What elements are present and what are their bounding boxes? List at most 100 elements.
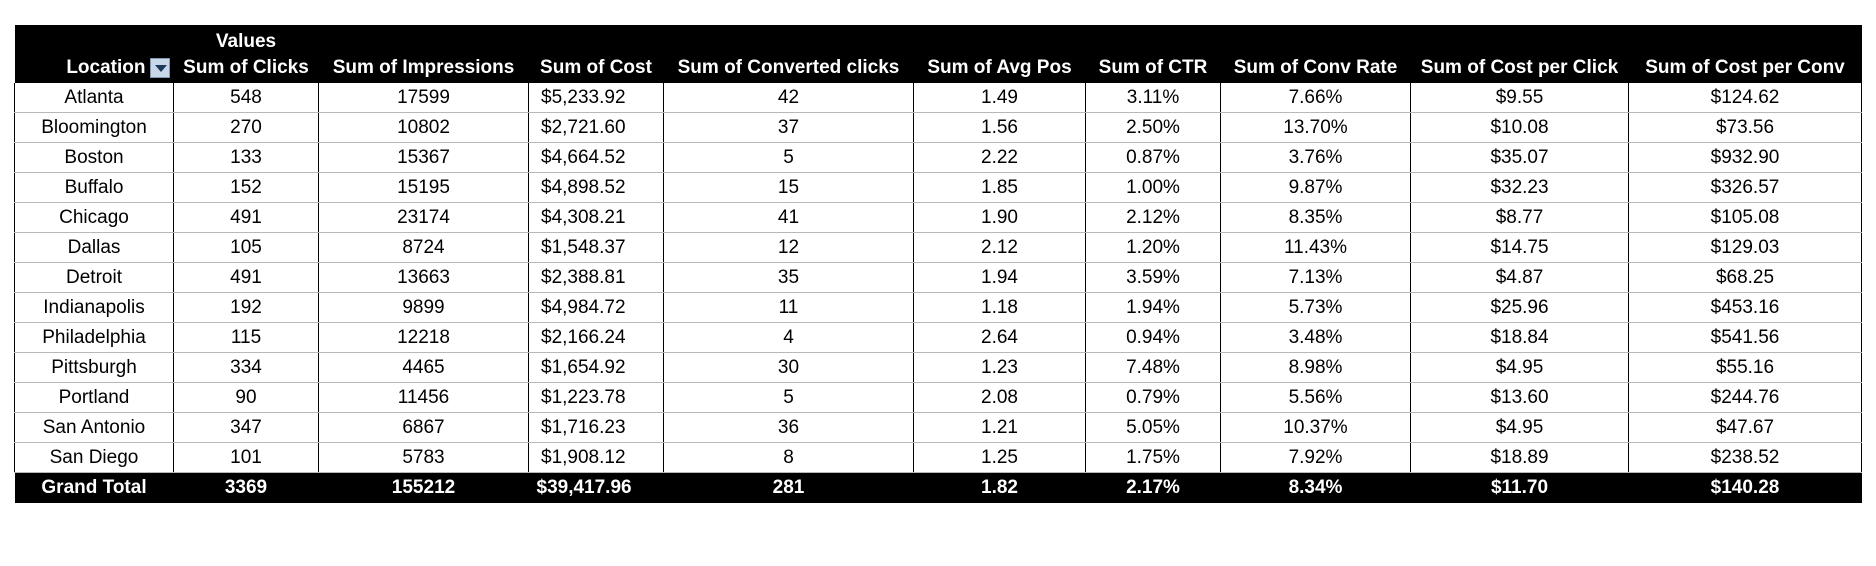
table-cell[interactable]: 9.87% <box>1220 172 1411 203</box>
column-header[interactable]: Sum of Cost <box>528 53 664 83</box>
location-cell[interactable]: Indianapolis <box>14 292 174 323</box>
column-header[interactable]: Sum of Conv Rate <box>1220 53 1411 83</box>
location-cell[interactable]: Detroit <box>14 262 174 293</box>
table-cell[interactable]: 42 <box>663 83 914 113</box>
table-cell[interactable]: 8 <box>663 442 914 473</box>
table-cell[interactable]: 4465 <box>318 352 529 383</box>
table-cell[interactable]: $2,388.81 <box>528 262 664 293</box>
table-cell[interactable]: $541.56 <box>1628 322 1862 353</box>
table-cell[interactable]: $4,308.21 <box>528 202 664 233</box>
column-header[interactable]: Sum of Converted clicks <box>663 53 914 83</box>
table-cell[interactable]: 1.75% <box>1085 442 1221 473</box>
table-cell[interactable]: 13.70% <box>1220 112 1411 143</box>
table-cell[interactable]: 7.66% <box>1220 83 1411 113</box>
table-cell[interactable]: 5.56% <box>1220 382 1411 413</box>
table-cell[interactable]: $1,716.23 <box>528 412 664 443</box>
table-cell[interactable]: 101 <box>173 442 319 473</box>
table-cell[interactable]: 7.92% <box>1220 442 1411 473</box>
table-cell[interactable]: $4,984.72 <box>528 292 664 323</box>
dropdown-arrow-icon[interactable] <box>149 57 170 78</box>
table-cell[interactable]: $244.76 <box>1628 382 1862 413</box>
table-cell[interactable]: $124.62 <box>1628 83 1862 113</box>
table-cell[interactable]: 334 <box>173 352 319 383</box>
table-cell[interactable]: $18.84 <box>1410 322 1629 353</box>
table-cell[interactable]: 11456 <box>318 382 529 413</box>
column-header[interactable]: Sum of Cost per Conv <box>1628 53 1862 83</box>
table-cell[interactable]: $35.07 <box>1410 142 1629 173</box>
table-cell[interactable]: 15367 <box>318 142 529 173</box>
table-cell[interactable]: 133 <box>173 142 319 173</box>
location-cell[interactable]: Bloomington <box>14 112 174 143</box>
table-cell[interactable]: 13663 <box>318 262 529 293</box>
table-cell[interactable]: 3.48% <box>1220 322 1411 353</box>
table-cell[interactable]: 1.20% <box>1085 232 1221 263</box>
table-cell[interactable]: 5783 <box>318 442 529 473</box>
table-cell[interactable]: 10802 <box>318 112 529 143</box>
table-cell[interactable]: 15 <box>663 172 914 203</box>
table-cell[interactable]: $105.08 <box>1628 202 1862 233</box>
table-cell[interactable]: 6867 <box>318 412 529 443</box>
table-cell[interactable]: 4 <box>663 322 914 353</box>
table-cell[interactable]: 7.48% <box>1085 352 1221 383</box>
location-cell[interactable]: Pittsburgh <box>14 352 174 383</box>
table-cell[interactable]: $25.96 <box>1410 292 1629 323</box>
table-cell[interactable]: 11 <box>663 292 914 323</box>
table-cell[interactable]: 115 <box>173 322 319 353</box>
table-cell[interactable]: $2,166.24 <box>528 322 664 353</box>
table-cell[interactable]: 105 <box>173 232 319 263</box>
table-cell[interactable]: 2.12% <box>1085 202 1221 233</box>
table-cell[interactable]: 8.98% <box>1220 352 1411 383</box>
table-cell[interactable]: 1.18 <box>913 292 1086 323</box>
table-cell[interactable]: 2.22 <box>913 142 1086 173</box>
grand-total-label[interactable]: Grand Total <box>14 472 174 503</box>
table-cell[interactable]: $453.16 <box>1628 292 1862 323</box>
table-cell[interactable]: $8.77 <box>1410 202 1629 233</box>
table-cell[interactable]: 10.37% <box>1220 412 1411 443</box>
table-cell[interactable]: $32.23 <box>1410 172 1629 203</box>
table-cell[interactable]: $1,548.37 <box>528 232 664 263</box>
table-cell[interactable]: 90 <box>173 382 319 413</box>
table-cell[interactable]: 1.21 <box>913 412 1086 443</box>
column-header[interactable]: Sum of Impressions <box>318 53 529 83</box>
table-cell[interactable]: 1.90 <box>913 202 1086 233</box>
table-cell[interactable]: 0.94% <box>1085 322 1221 353</box>
table-cell[interactable]: $73.56 <box>1628 112 1862 143</box>
table-cell[interactable]: $2,721.60 <box>528 112 664 143</box>
column-header[interactable]: Sum of Avg Pos <box>913 53 1086 83</box>
table-cell[interactable]: 281 <box>663 472 914 503</box>
table-cell[interactable]: $4,898.52 <box>528 172 664 203</box>
table-cell[interactable]: 347 <box>173 412 319 443</box>
table-cell[interactable]: 3.11% <box>1085 83 1221 113</box>
table-cell[interactable]: 11.43% <box>1220 232 1411 263</box>
table-cell[interactable]: $140.28 <box>1628 472 1862 503</box>
table-cell[interactable]: 17599 <box>318 83 529 113</box>
table-cell[interactable]: 5 <box>663 142 914 173</box>
table-cell[interactable]: $238.52 <box>1628 442 1862 473</box>
table-cell[interactable]: 1.94 <box>913 262 1086 293</box>
table-cell[interactable]: 15195 <box>318 172 529 203</box>
table-cell[interactable]: $1,654.92 <box>528 352 664 383</box>
table-cell[interactable]: $326.57 <box>1628 172 1862 203</box>
table-cell[interactable]: $9.55 <box>1410 83 1629 113</box>
table-cell[interactable]: 23174 <box>318 202 529 233</box>
table-cell[interactable]: 1.00% <box>1085 172 1221 203</box>
table-cell[interactable]: 1.56 <box>913 112 1086 143</box>
table-cell[interactable]: 12 <box>663 232 914 263</box>
table-cell[interactable]: $4.95 <box>1410 412 1629 443</box>
column-header[interactable]: Sum of Clicks <box>173 53 319 83</box>
table-cell[interactable]: 2.50% <box>1085 112 1221 143</box>
table-cell[interactable]: $129.03 <box>1628 232 1862 263</box>
location-cell[interactable]: Portland <box>14 382 174 413</box>
column-header[interactable]: Sum of CTR <box>1085 53 1221 83</box>
table-cell[interactable]: 3369 <box>173 472 319 503</box>
table-cell[interactable]: 37 <box>663 112 914 143</box>
table-cell[interactable]: $55.16 <box>1628 352 1862 383</box>
table-cell[interactable]: 2.17% <box>1085 472 1221 503</box>
table-cell[interactable]: 36 <box>663 412 914 443</box>
table-cell[interactable]: $10.08 <box>1410 112 1629 143</box>
table-cell[interactable]: 5.05% <box>1085 412 1221 443</box>
location-cell[interactable]: Dallas <box>14 232 174 263</box>
table-cell[interactable]: 270 <box>173 112 319 143</box>
table-cell[interactable]: $18.89 <box>1410 442 1629 473</box>
table-cell[interactable]: 2.08 <box>913 382 1086 413</box>
